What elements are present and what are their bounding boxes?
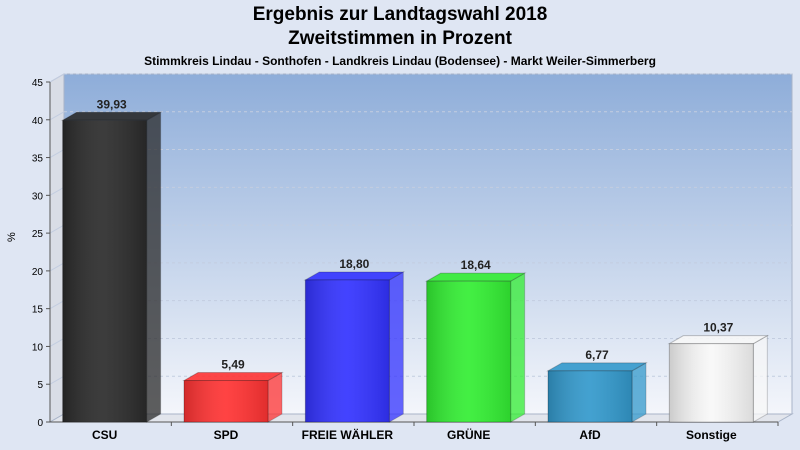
grid-line-wall <box>49 224 65 234</box>
bar-top <box>667 335 770 345</box>
bar-side <box>510 272 526 423</box>
x-tick-label: CSU <box>92 428 117 442</box>
x-tick-label: FREIE WÄHLER <box>302 427 394 442</box>
bar-top <box>546 362 648 372</box>
y-tick-label: 45 <box>32 78 44 89</box>
bar-top <box>182 372 284 382</box>
data-label: 18,64 <box>461 258 491 272</box>
chart-region-subtitle: Stimmkreis Lindau - Sonthofen - Landkrei… <box>144 54 656 68</box>
y-tick-label: 5 <box>37 380 43 391</box>
x-tick-label: SPD <box>214 428 239 442</box>
bar-group: 18,64 <box>424 258 527 423</box>
bar-top <box>60 111 163 121</box>
bar-group: 18,80 <box>303 257 406 423</box>
y-tick-label: 10 <box>32 342 44 353</box>
y-tick-label: 0 <box>37 418 43 429</box>
bar-side <box>752 334 768 423</box>
plot-left-wall <box>49 73 65 423</box>
bar-side <box>388 271 404 423</box>
bar-group: 6,77 <box>546 348 648 423</box>
x-tick-label: AfD <box>579 428 601 442</box>
grid-line-wall <box>49 338 65 347</box>
bar-top <box>303 271 406 281</box>
grid-line-wall <box>49 149 65 158</box>
grid-line-wall <box>49 300 65 310</box>
bar-group: 39,93 <box>60 97 163 423</box>
bar-side <box>146 111 162 423</box>
bar-group: 10,37 <box>667 321 770 423</box>
grid-line-wall <box>49 73 65 83</box>
grid-line-wall <box>49 186 65 196</box>
y-tick-label: 30 <box>32 191 44 202</box>
bar-shade <box>305 279 390 422</box>
data-label: 39,93 <box>97 97 127 111</box>
y-tick-label: 40 <box>32 116 44 127</box>
chart-subtitle: Zweitstimmen in Prozent <box>288 28 512 49</box>
data-label: 6,77 <box>585 348 609 362</box>
data-label: 10,37 <box>703 321 733 335</box>
grid-lines <box>49 73 792 385</box>
bar-top <box>424 272 527 282</box>
bar-shade <box>548 370 632 422</box>
bars: 39,93 5,49 18,80 18,64 6,77 10,37 <box>60 97 770 423</box>
grid-line-wall <box>49 262 65 272</box>
y-tick-label: 15 <box>32 305 44 316</box>
bar-side <box>267 371 283 423</box>
data-label: 5,49 <box>221 358 245 372</box>
bar-shade <box>669 343 754 422</box>
y-tick-label: 20 <box>32 267 44 278</box>
data-label: 18,80 <box>339 257 369 271</box>
bar-group: 5,49 <box>182 358 284 423</box>
x-tick-label: GRÜNE <box>447 427 490 442</box>
x-tick-label: Sonstige <box>686 428 737 442</box>
chart-title: Ergebnis zur Landtagswahl 2018 <box>252 4 548 25</box>
grid-line-wall <box>49 375 65 385</box>
bar-shade <box>62 120 147 422</box>
y-tick-label: 35 <box>32 154 44 165</box>
bar-shade <box>184 380 268 422</box>
y-tick-label: 25 <box>32 229 44 240</box>
grid-line-wall <box>49 111 65 121</box>
bar-side <box>631 361 647 423</box>
x-axis: CSU SPD FREIE WÄHLER GRÜNE AfD Sonstige <box>92 422 779 442</box>
bar-shade <box>426 281 511 422</box>
